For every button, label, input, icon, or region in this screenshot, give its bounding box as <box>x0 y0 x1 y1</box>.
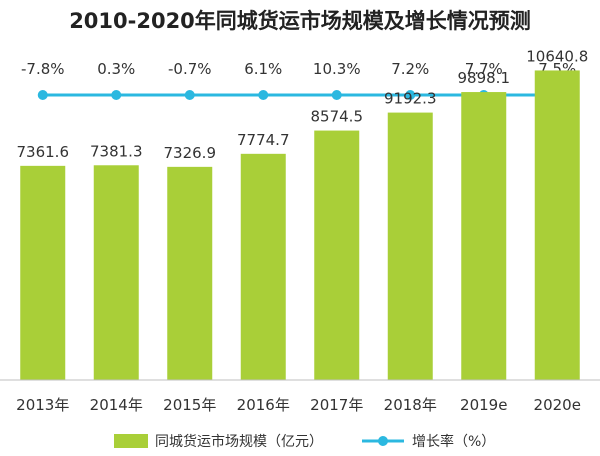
growth-rate-label: 6.1% <box>244 60 282 78</box>
bar-value-label: 7326.9 <box>164 144 217 162</box>
bar <box>461 92 507 381</box>
x-tick-label: 2018年 <box>384 396 437 414</box>
x-tick-label: 2015年 <box>163 396 216 414</box>
growth-rate-label: 0.3% <box>97 60 135 78</box>
growth-rate-label: -0.7% <box>168 60 212 78</box>
x-tick-label: 2019e <box>460 396 507 414</box>
bar <box>93 165 139 380</box>
value-label-group: 7361.6 7381.3 7326.9 7774.7 8574.5 9192.3 9898… <box>17 47 589 161</box>
growth-rate-point <box>37 90 48 100</box>
growth-rate-point <box>405 90 416 100</box>
bar-value-label: 9898.1 <box>458 69 511 87</box>
growth-rate-label: 10.3% <box>313 60 361 78</box>
chart-title: 2010-2020年同城货运市场规模及增长情况预测 <box>69 9 531 33</box>
legend-line-marker <box>378 436 388 446</box>
bar <box>314 130 360 380</box>
bar-value-label: 7361.6 <box>17 143 70 161</box>
legend-line-label: 增长率（%） <box>412 433 495 450</box>
growth-rate-point <box>111 90 122 100</box>
bar <box>534 70 580 380</box>
bar-value-label: 10640.8 <box>526 47 588 65</box>
bar <box>240 153 286 380</box>
growth-rate-label: 7.2% <box>391 60 429 78</box>
bar-value-label: 7774.7 <box>237 131 290 149</box>
bar-value-label: 8574.5 <box>311 108 364 126</box>
growth-rate-label: 7.7% <box>465 60 503 78</box>
x-tick-label: 2017年 <box>310 396 363 414</box>
x-tick-label: 2016年 <box>237 396 290 414</box>
bar-value-label: 7381.3 <box>90 142 143 160</box>
legend-bar-label: 同城货运市场规模（亿元） <box>155 433 323 450</box>
legend-bar-swatch <box>114 434 148 448</box>
x-tick-label: 2014年 <box>90 396 143 414</box>
bar-group <box>20 70 580 381</box>
x-tick-label: 2020e <box>534 396 581 414</box>
x-tick-label: 2013年 <box>16 396 69 414</box>
bar <box>20 165 66 380</box>
bar <box>167 166 213 380</box>
growth-rate-point <box>258 90 269 100</box>
legend: 同城货运市场规模（亿元） 增长率（%） <box>114 433 495 450</box>
growth-rate-point <box>331 90 342 100</box>
growth-rate-label: -7.8% <box>21 60 65 78</box>
bar <box>387 112 433 380</box>
growth-rate-point <box>184 90 195 100</box>
x-tick-group: 2013年 2014年 2015年 2016年 2017年 2018年 2019e 2020e <box>16 396 581 414</box>
bar-value-label: 9192.3 <box>384 90 437 108</box>
